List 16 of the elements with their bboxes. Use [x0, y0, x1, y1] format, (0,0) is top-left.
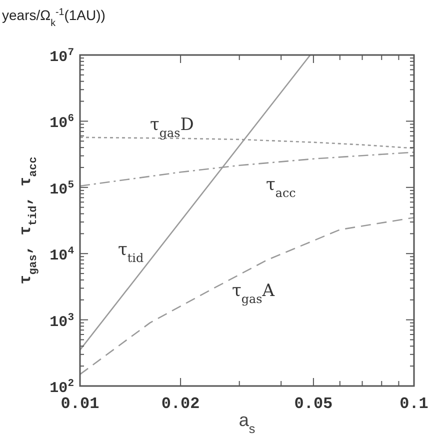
x-tick-label: 0.1 [400, 395, 428, 413]
x-tick-label: 0.05 [294, 395, 333, 413]
annotation: τ$_{tid}$ [118, 240, 144, 265]
text: years/Ω$_{k}$$^{-1}$(1AU)) [2, 6, 106, 28]
x-axis-title: a$_{s}$ [238, 410, 256, 436]
y-tick-label: 10$^{3}$ [50, 312, 74, 331]
annotation: τ$_{gas}$A [232, 281, 276, 306]
y-tick-label: 10$^{2}$ [50, 378, 74, 397]
y-tick-label: 10$^{4}$ [50, 246, 74, 265]
annotation: τ$_{gas}$D [150, 115, 194, 140]
annotation: τ$_{acc}$ [266, 175, 296, 200]
x-tick-label: 0.02 [161, 395, 200, 413]
y-tick-label: 10$^{6}$ [50, 113, 74, 132]
x-tick-label: 0.01 [60, 395, 100, 413]
y-tick-label: 10$^{5}$ [50, 179, 74, 198]
y-tick-label: 10$^{7}$ [50, 47, 74, 66]
